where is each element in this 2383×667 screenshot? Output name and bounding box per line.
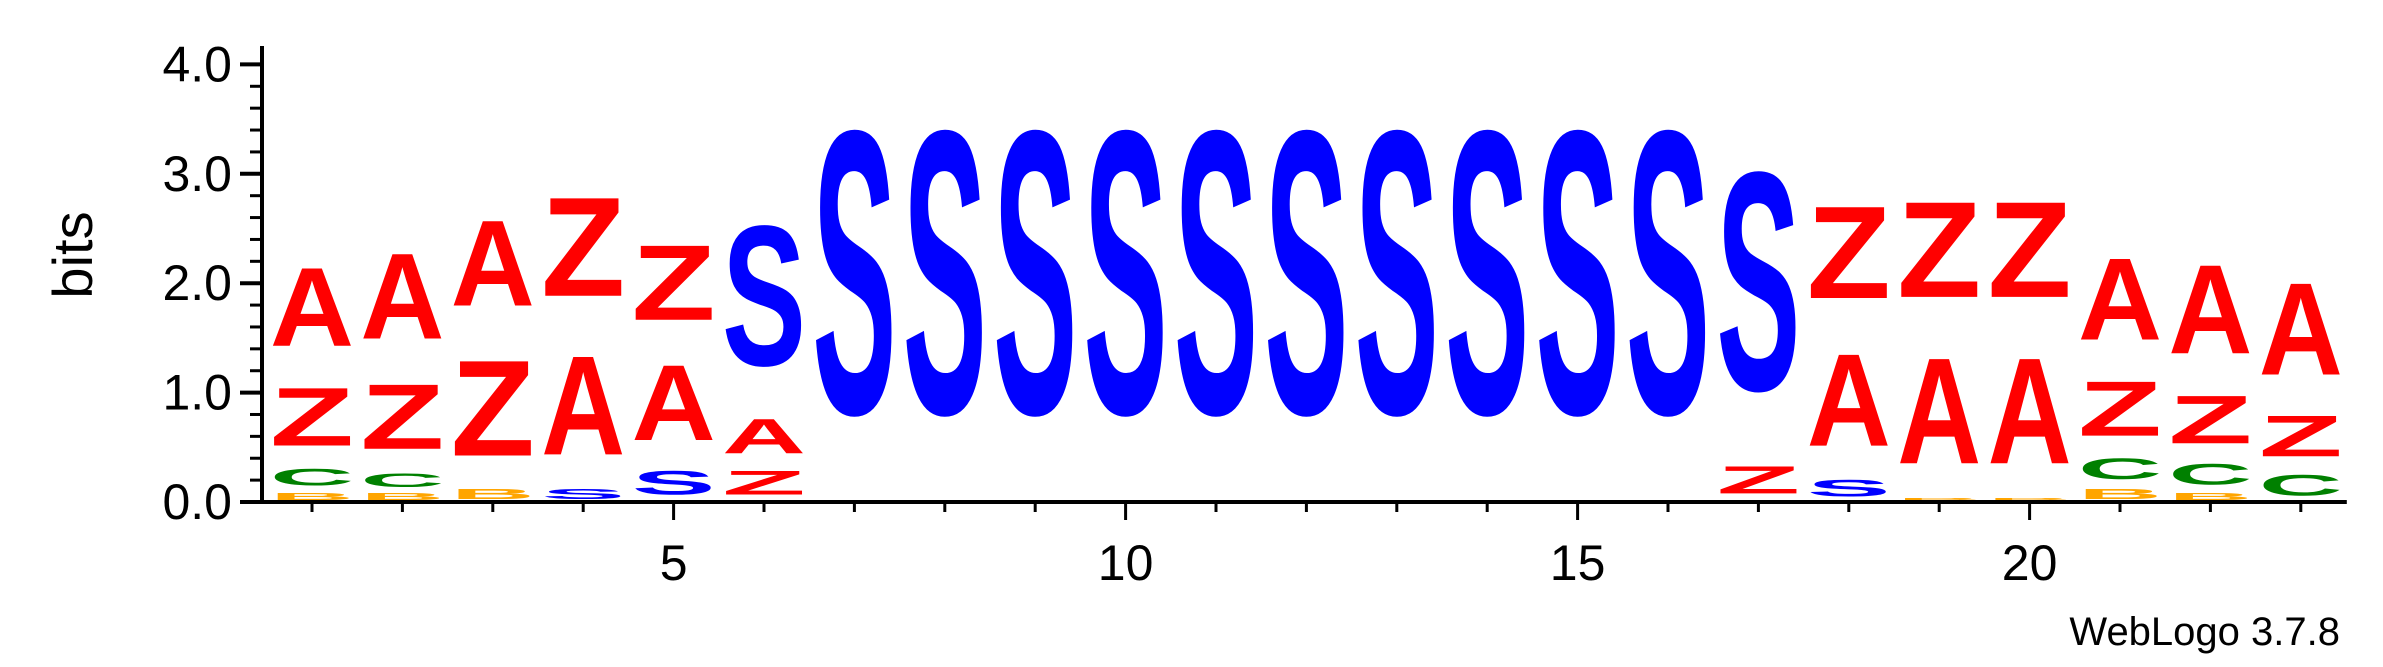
glyph-C-pos-2: C: [360, 469, 444, 491]
glyph-S-pos-17: S: [1716, 107, 1800, 456]
glyph-S-pos-16: S: [1626, 45, 1710, 499]
glyph-S-pos-13: S: [1355, 45, 1439, 499]
glyph-S-pos-11: S: [1174, 45, 1258, 499]
glyph-C-pos-23: C: [2259, 469, 2343, 502]
credit-label: WebLogo 3.7.8: [2069, 610, 2340, 654]
glyph-S-pos-9: S: [993, 45, 1077, 499]
glyph-A-pos-4: A: [541, 328, 625, 485]
y-tick-label-1.0: 1.0: [162, 365, 232, 421]
glyph-S-pos-12: S: [1264, 45, 1348, 499]
glyph-Z-pos-1: Z: [270, 371, 354, 464]
glyph-Z-pos-17: Z: [1716, 459, 1800, 502]
glyph-A-pos-1: A: [270, 246, 354, 371]
y-tick-label-0.0: 0.0: [162, 474, 232, 530]
glyph-A-pos-20: A: [1988, 326, 2072, 495]
glyph-Z-pos-21: Z: [2078, 365, 2162, 452]
glyph-S-pos-18: S: [1807, 475, 1891, 502]
glyph-Z-pos-18: Z: [1807, 179, 1891, 327]
x-tick-label-10: 10: [1098, 535, 1154, 591]
glyph-Z-pos-4: Z: [541, 168, 625, 326]
glyph-Z-pos-20: Z: [1988, 174, 2072, 327]
y-axis-label: bits: [41, 211, 104, 298]
glyph-A-pos-18: A: [1807, 327, 1891, 474]
glyph-A-pos-3: A: [451, 196, 535, 332]
glyph-A-pos-2: A: [360, 229, 444, 365]
glyph-B-pos-1: B: [270, 491, 354, 502]
glyph-S-pos-4: S: [541, 486, 625, 502]
glyph-A-pos-23: A: [2259, 256, 2343, 403]
glyph-A-pos-6: A: [722, 409, 806, 464]
glyph-B-pos-21: B: [2078, 486, 2162, 502]
axis-layer: 0.0 1.0 2.0 3.0 4.0 5 10 15 20: [162, 36, 2347, 591]
glyph-C-pos-21: C: [2078, 453, 2162, 486]
x-tick-label-5: 5: [660, 535, 688, 591]
glyph-B-pos-19: B: [1897, 497, 1981, 502]
glyph-C-pos-1: C: [270, 464, 354, 491]
glyph-Z-pos-6: Z: [722, 464, 806, 502]
glyph-A-pos-22: A: [2168, 239, 2252, 381]
glyph-C-pos-22: C: [2168, 458, 2252, 491]
glyph-Z-pos-23: Z: [2259, 404, 2343, 469]
glyph-S-pos-6: S: [722, 185, 806, 408]
y-tick-label-2.0: 2.0: [162, 255, 232, 311]
glyph-Z-pos-3: Z: [451, 333, 535, 486]
y-tick-label-4.0: 4.0: [162, 36, 232, 92]
glyph-B-pos-20: B: [1988, 497, 2072, 502]
glyph-A-pos-5: A: [632, 343, 716, 463]
glyph-Z-pos-5: Z: [632, 223, 716, 343]
glyph-B-pos-2: B: [360, 491, 444, 502]
glyph-B-pos-3: B: [451, 486, 535, 502]
glyph-S-pos-14: S: [1445, 45, 1529, 499]
y-tick-label-3.0: 3.0: [162, 146, 232, 202]
x-tick-label-15: 15: [1550, 535, 1606, 591]
glyph-A-pos-21: A: [2078, 233, 2162, 365]
glyph-S-pos-10: S: [1084, 45, 1168, 499]
glyph-A-pos-19: A: [1897, 326, 1981, 495]
glyph-S-pos-7: S: [812, 45, 896, 499]
glyph-Z-pos-22: Z: [2168, 382, 2252, 458]
x-tick-label-20: 20: [2002, 535, 2058, 591]
glyph-Z-pos-19: Z: [1897, 174, 1981, 327]
glyph-S-pos-8: S: [903, 45, 987, 499]
glyph-S-pos-15: S: [1536, 45, 1620, 499]
glyph-Z-pos-2: Z: [360, 365, 444, 469]
glyph-B-pos-22: B: [2168, 491, 2252, 502]
glyph-S-pos-5: S: [632, 463, 716, 502]
